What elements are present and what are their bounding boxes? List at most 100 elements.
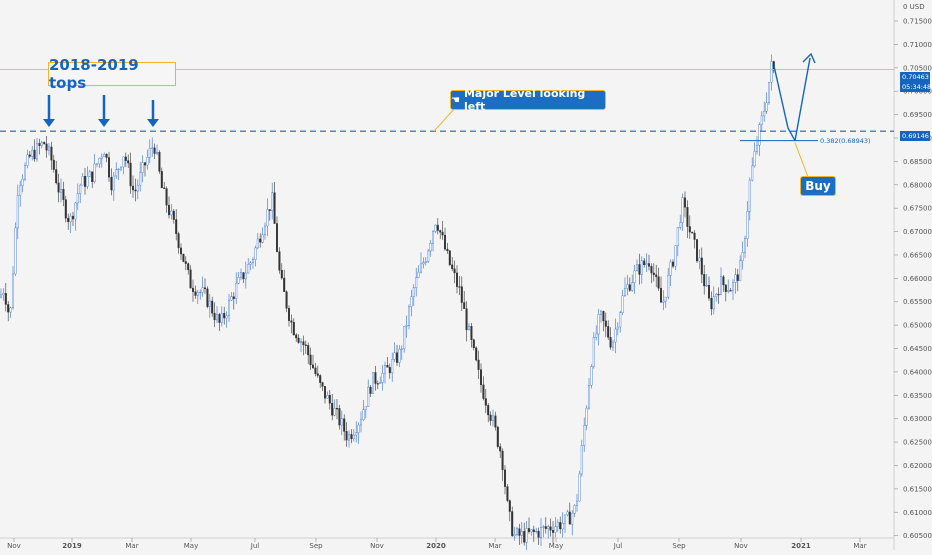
candle-body xyxy=(393,352,396,360)
candle-body xyxy=(645,263,648,266)
candle-body xyxy=(460,286,463,303)
y-tick-label: 0.66000 xyxy=(903,275,932,283)
candle-body xyxy=(350,434,353,440)
candle-body xyxy=(727,290,730,292)
candle-body xyxy=(381,372,384,383)
candle-body xyxy=(146,157,149,166)
candle-body xyxy=(122,156,125,168)
candle-body xyxy=(57,182,60,193)
candle-body xyxy=(753,151,756,167)
candle-body xyxy=(535,530,538,533)
candle-body xyxy=(177,233,180,249)
projection-arrowhead-icon xyxy=(802,52,816,64)
x-tick-label: Nov xyxy=(7,542,21,550)
candle-body xyxy=(172,210,175,220)
candle-body xyxy=(463,302,466,309)
x-tick-label: 2021 xyxy=(791,542,811,550)
candle-body xyxy=(578,473,581,502)
candle-body xyxy=(302,341,305,346)
candle-body xyxy=(417,271,420,278)
candle-body xyxy=(367,386,370,407)
candle-body xyxy=(765,102,768,112)
candle-body xyxy=(237,276,240,284)
candle-body xyxy=(326,395,329,399)
candle-body xyxy=(11,273,14,308)
candle-body xyxy=(208,300,211,307)
candle-body xyxy=(119,166,122,170)
y-tick-label: 0.62500 xyxy=(903,439,932,447)
price-axis[interactable]: 0 USD0.715000.710000.705000.700000.69500… xyxy=(894,3,932,540)
candle-body xyxy=(79,184,82,194)
candle-body xyxy=(597,314,600,335)
candle-body xyxy=(734,274,737,283)
candle-body xyxy=(544,526,547,529)
candle-body xyxy=(331,402,334,416)
x-tick-label: May xyxy=(184,542,198,550)
candle-body xyxy=(396,352,399,363)
candle-body xyxy=(496,426,499,447)
candle-body xyxy=(592,337,595,367)
candle-body xyxy=(643,260,646,266)
x-tick-label: Mar xyxy=(853,542,866,550)
candle-body xyxy=(304,344,307,346)
top-arrow-head xyxy=(98,119,110,127)
candle-body xyxy=(312,364,315,369)
candle-body xyxy=(115,169,118,177)
candle-body xyxy=(69,215,72,223)
candle-body xyxy=(191,287,194,292)
candle-body xyxy=(700,257,703,275)
candle-body xyxy=(470,325,473,340)
candle-body xyxy=(684,197,687,208)
candle-body xyxy=(732,282,735,291)
candle-body xyxy=(391,359,394,374)
candle-body xyxy=(664,296,667,302)
candle-body xyxy=(542,526,545,528)
candle-body xyxy=(621,295,624,313)
candle-body xyxy=(444,234,447,250)
candle-body xyxy=(88,171,91,177)
candle-body xyxy=(141,162,144,173)
candle-body xyxy=(160,171,163,189)
candle-body xyxy=(213,312,216,321)
candle-body xyxy=(285,291,288,309)
candle-body xyxy=(247,264,250,274)
candle-body xyxy=(547,526,550,529)
candle-body xyxy=(211,300,214,314)
time-axis[interactable]: Nov 2019 Mar May Jul Sep Nov 2020 Mar May Jul Sep No… xyxy=(7,538,867,550)
candle-body xyxy=(640,260,643,275)
candle-body xyxy=(259,238,262,243)
candle-body xyxy=(724,284,727,292)
candle-body xyxy=(379,382,382,384)
candle-body xyxy=(343,418,346,432)
candle-body xyxy=(340,418,343,426)
candle-body xyxy=(717,293,720,296)
candle-body xyxy=(21,178,24,187)
top-arrow-head xyxy=(43,119,55,127)
candle-body xyxy=(614,328,617,343)
candle-body xyxy=(559,522,562,530)
candle-body xyxy=(537,530,540,538)
x-tick-label: May xyxy=(549,542,563,550)
candle-body xyxy=(602,311,605,322)
candle-body xyxy=(170,210,173,216)
candle-body xyxy=(266,209,269,227)
candle-body xyxy=(187,263,190,271)
candle-body xyxy=(165,188,168,206)
candle-body xyxy=(636,264,639,272)
candle-body xyxy=(676,227,679,246)
candle-body xyxy=(67,218,70,223)
candle-layer xyxy=(0,54,775,554)
candle-body xyxy=(295,334,298,339)
candle-body xyxy=(230,296,233,301)
candle-body xyxy=(482,384,485,399)
candle-body xyxy=(194,291,197,296)
candle-body xyxy=(760,115,763,125)
candle-body xyxy=(50,146,53,161)
candle-body xyxy=(139,172,142,186)
candle-body xyxy=(520,531,523,536)
candle-body xyxy=(83,176,86,187)
candle-body xyxy=(249,262,252,265)
candle-body xyxy=(410,296,413,308)
